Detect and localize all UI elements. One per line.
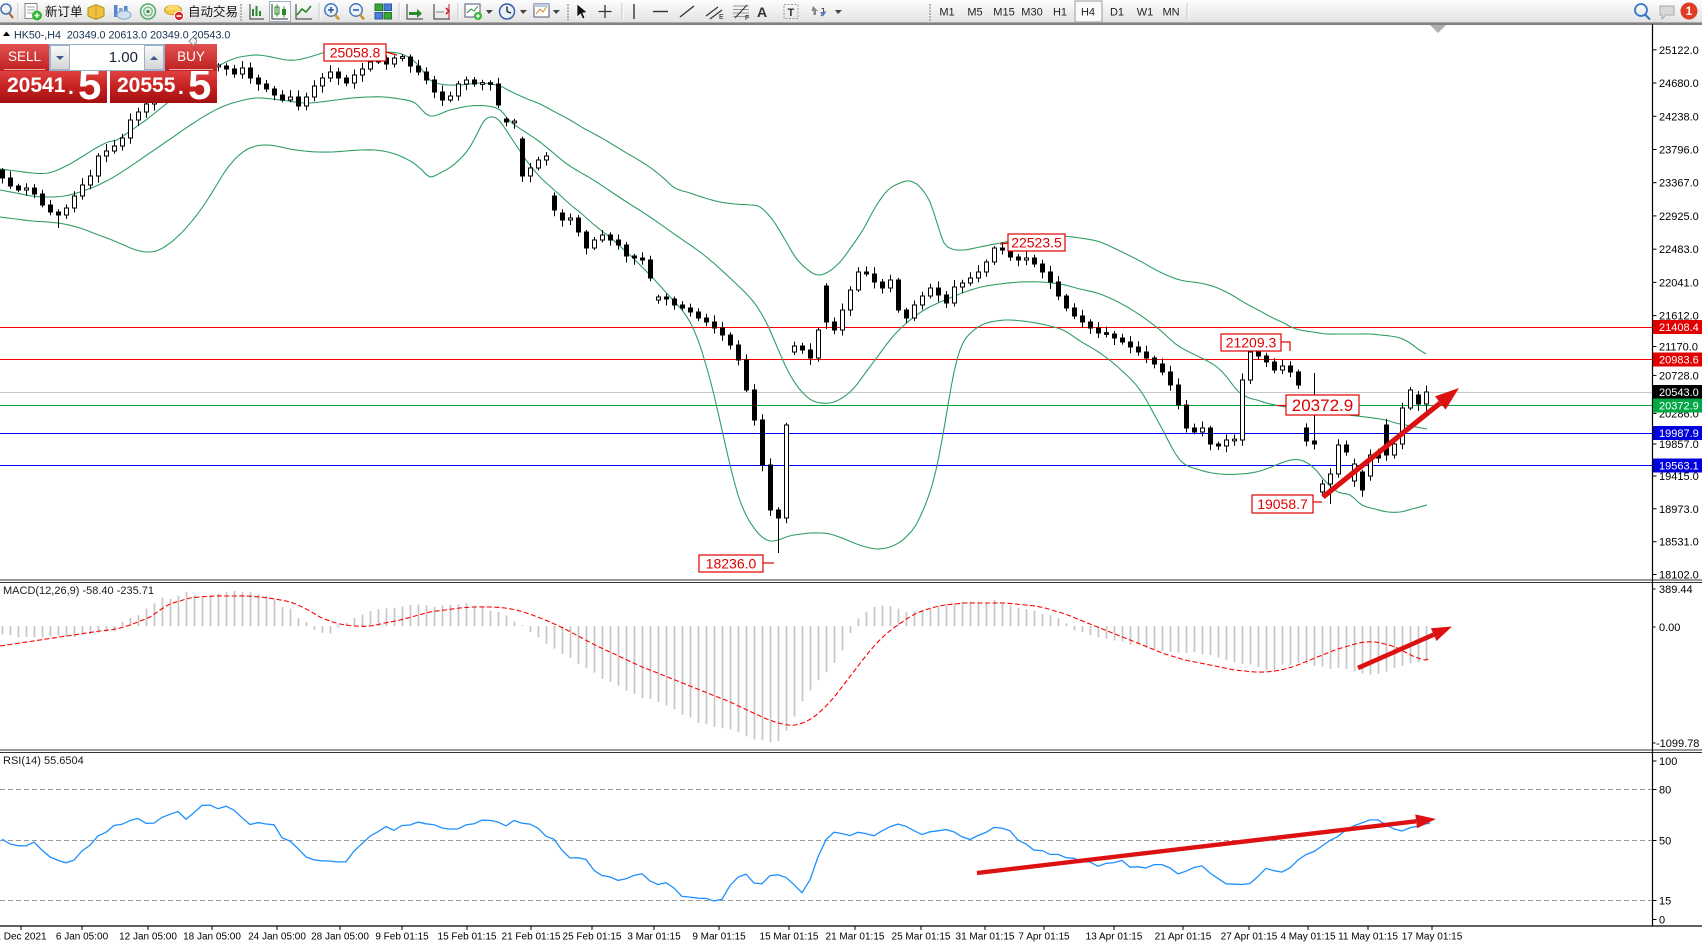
svg-text:A: A — [757, 4, 767, 20]
svg-text:0: 0 — [1659, 915, 1665, 927]
svg-text:19857.0: 19857.0 — [1659, 439, 1699, 451]
svg-text:22483.0: 22483.0 — [1659, 244, 1699, 256]
svg-text:11 May 01:15: 11 May 01:15 — [1338, 932, 1398, 943]
svg-text:21209.3: 21209.3 — [1226, 335, 1277, 351]
svg-text:24 Jan 05:00: 24 Jan 05:00 — [248, 932, 306, 943]
svg-text:80: 80 — [1659, 785, 1671, 797]
svg-text:1 Dec 2021: 1 Dec 2021 — [0, 932, 47, 943]
svg-text:18973.0: 18973.0 — [1659, 504, 1699, 516]
svg-text:17 May 01:15: 17 May 01:15 — [1402, 932, 1463, 943]
svg-text:25122.0: 25122.0 — [1659, 45, 1699, 57]
svg-text:0.00: 0.00 — [1659, 622, 1680, 634]
svg-text:25 Feb 01:15: 25 Feb 01:15 — [563, 932, 622, 943]
svg-text:23796.0: 23796.0 — [1659, 145, 1699, 157]
svg-text:24680.0: 24680.0 — [1659, 78, 1699, 90]
svg-text:21 Feb 01:15: 21 Feb 01:15 — [502, 932, 561, 943]
svg-text:18 Jan 05:00: 18 Jan 05:00 — [183, 932, 241, 943]
svg-text:21612.0: 21612.0 — [1659, 311, 1699, 323]
svg-text:M5: M5 — [967, 7, 982, 19]
svg-text:M30: M30 — [1021, 7, 1042, 19]
svg-text:21170.0: 21170.0 — [1659, 342, 1698, 354]
svg-text:25 Mar 01:15: 25 Mar 01:15 — [892, 932, 951, 943]
svg-text:27 Apr 01:15: 27 Apr 01:15 — [1221, 932, 1278, 943]
svg-text:12 Jan 05:00: 12 Jan 05:00 — [119, 932, 177, 943]
svg-text:M1: M1 — [939, 7, 954, 19]
svg-text:21 Mar 01:15: 21 Mar 01:15 — [826, 932, 885, 943]
svg-text:9 Mar 01:15: 9 Mar 01:15 — [692, 932, 746, 943]
svg-text:19415.0: 19415.0 — [1659, 471, 1699, 483]
svg-text:F: F — [745, 15, 749, 22]
svg-text:M15: M15 — [993, 7, 1014, 19]
svg-text:15: 15 — [1659, 896, 1671, 908]
svg-text:W1: W1 — [1137, 7, 1154, 19]
svg-text:6 Jan 05:00: 6 Jan 05:00 — [56, 932, 109, 943]
svg-text:100: 100 — [1659, 756, 1677, 768]
svg-text:MN: MN — [1162, 7, 1179, 19]
svg-text:H1: H1 — [1053, 7, 1067, 19]
svg-text:50: 50 — [1659, 836, 1671, 848]
svg-text:21 Apr 01:15: 21 Apr 01:15 — [1155, 932, 1212, 943]
svg-text:3 Mar 01:15: 3 Mar 01:15 — [627, 932, 681, 943]
svg-text:28 Jan 05:00: 28 Jan 05:00 — [311, 932, 369, 943]
svg-text:18531.0: 18531.0 — [1659, 537, 1699, 549]
svg-text:20983.6: 20983.6 — [1659, 355, 1699, 367]
svg-text:18102.0: 18102.0 — [1659, 570, 1699, 582]
svg-text:20372.9: 20372.9 — [1292, 396, 1353, 415]
svg-text:7 Apr 01:15: 7 Apr 01:15 — [1018, 932, 1070, 943]
svg-text:20728.0: 20728.0 — [1659, 370, 1699, 382]
svg-text:9 Feb 01:15: 9 Feb 01:15 — [375, 932, 429, 943]
svg-text:22925.0: 22925.0 — [1659, 211, 1699, 223]
svg-text:T: T — [788, 7, 795, 19]
svg-text:1: 1 — [1686, 6, 1693, 18]
svg-text:19987.9: 19987.9 — [1659, 428, 1699, 440]
svg-text:15 Mar 01:15: 15 Mar 01:15 — [760, 932, 819, 943]
svg-text:23367.0: 23367.0 — [1659, 178, 1699, 190]
svg-text:20543.0: 20543.0 — [1659, 387, 1699, 399]
svg-text:18236.0: 18236.0 — [706, 556, 757, 572]
svg-text:新订单: 新订单 — [45, 4, 83, 19]
svg-text:4 May 01:15: 4 May 01:15 — [1280, 932, 1335, 943]
svg-text:15 Feb 01:15: 15 Feb 01:15 — [438, 932, 497, 943]
svg-text:HK50-,H4 20349.0 20613.0 2034: HK50-,H4 20349.0 20613.0 20349.0 20543.0 — [14, 30, 230, 42]
svg-text:自动交易: 自动交易 — [188, 4, 238, 19]
svg-text:H4: H4 — [1081, 7, 1095, 19]
svg-text:20372.9: 20372.9 — [1659, 401, 1699, 413]
svg-text:21408.4: 21408.4 — [1659, 322, 1699, 334]
svg-text:D1: D1 — [1110, 7, 1124, 19]
svg-text:22041.0: 22041.0 — [1659, 277, 1699, 289]
svg-text:24238.0: 24238.0 — [1659, 111, 1699, 123]
svg-text:22523.5: 22523.5 — [1011, 235, 1062, 251]
svg-text:MACD(12,26,9) -58.40 -235.71: MACD(12,26,9) -58.40 -235.71 — [3, 585, 154, 597]
svg-text:25058.8: 25058.8 — [330, 45, 381, 61]
svg-text:E: E — [719, 14, 724, 21]
svg-text:-1099.78: -1099.78 — [1656, 738, 1699, 750]
svg-text:389.44: 389.44 — [1659, 584, 1693, 596]
svg-text:19058.7: 19058.7 — [1257, 496, 1308, 512]
svg-text:31 Mar 01:15: 31 Mar 01:15 — [956, 932, 1015, 943]
svg-text:13 Apr 01:15: 13 Apr 01:15 — [1086, 932, 1143, 943]
svg-text:19563.1: 19563.1 — [1659, 461, 1699, 473]
svg-text:RSI(14) 55.6504: RSI(14) 55.6504 — [3, 755, 84, 767]
